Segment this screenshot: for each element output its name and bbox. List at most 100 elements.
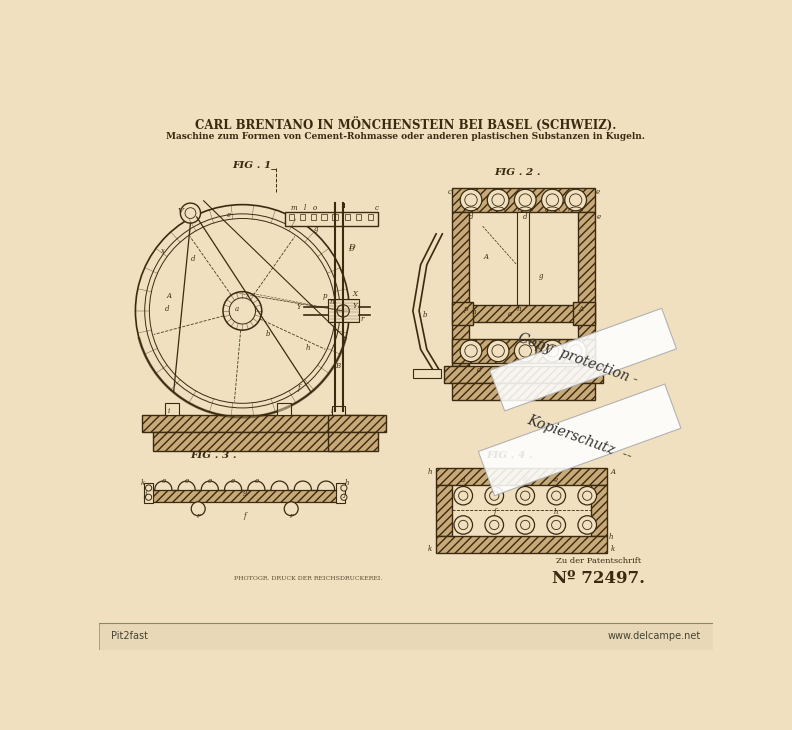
Bar (436, 536, 607, 553)
Circle shape (578, 486, 596, 505)
Text: Zu der Patentschrift: Zu der Patentschrift (556, 557, 642, 565)
Text: c: c (375, 204, 379, 212)
Circle shape (547, 515, 565, 534)
Circle shape (492, 194, 505, 206)
Bar (289, 214, 295, 220)
Bar (322, 214, 327, 220)
Text: m: m (290, 204, 297, 212)
Circle shape (565, 340, 586, 362)
Text: g: g (314, 225, 318, 233)
Text: e: e (554, 476, 558, 484)
Bar (413, 369, 441, 378)
Circle shape (516, 515, 535, 534)
Text: Y: Y (352, 301, 357, 310)
Text: B: B (335, 362, 341, 370)
Text: k: k (611, 545, 615, 553)
Circle shape (569, 194, 582, 206)
Bar (165, 403, 179, 415)
Text: g: g (539, 272, 543, 280)
Circle shape (492, 345, 505, 357)
Text: CARL BRENTANO IN MÖNCHENSTEIN BEI BASEL (SCHWEIZ).: CARL BRENTANO IN MÖNCHENSTEIN BEI BASEL … (195, 117, 617, 132)
Circle shape (519, 345, 531, 357)
Circle shape (146, 494, 152, 500)
Bar (99, 623, 713, 650)
Text: X: X (352, 290, 357, 298)
Circle shape (223, 292, 261, 330)
Text: e: e (492, 476, 497, 484)
Text: e: e (596, 188, 600, 196)
Text: r: r (196, 512, 200, 520)
Text: h: h (554, 508, 558, 516)
Bar (310, 214, 316, 220)
Circle shape (516, 486, 535, 505)
Text: a: a (235, 305, 239, 313)
Text: e: e (185, 477, 188, 485)
Bar (144, 483, 153, 504)
Text: h: h (345, 480, 349, 488)
Circle shape (514, 340, 536, 362)
Text: x: x (161, 247, 165, 255)
Circle shape (485, 515, 504, 534)
Bar (451, 383, 595, 400)
Text: e: e (597, 213, 601, 221)
Text: e: e (208, 477, 212, 485)
Text: j: j (343, 490, 345, 498)
Circle shape (454, 515, 473, 534)
Circle shape (569, 345, 582, 357)
Text: A: A (578, 304, 584, 312)
Text: o: o (313, 204, 318, 212)
Bar (516, 212, 529, 304)
Bar (336, 483, 345, 504)
Text: k: k (140, 480, 144, 488)
Circle shape (487, 189, 509, 211)
Text: h: h (428, 468, 432, 476)
Text: h: h (608, 534, 613, 541)
Text: Kopierschutz  --: Kopierschutz -- (525, 412, 634, 464)
Text: g: g (242, 488, 247, 496)
Bar (285, 212, 378, 226)
Circle shape (191, 502, 205, 515)
Circle shape (460, 189, 482, 211)
Text: e: e (231, 477, 235, 485)
Circle shape (514, 189, 536, 211)
Text: A: A (166, 291, 171, 299)
Bar (469, 304, 578, 322)
Text: Copy  protection -: Copy protection - (516, 331, 640, 387)
Circle shape (520, 520, 530, 529)
Circle shape (146, 485, 152, 491)
Text: b: b (422, 311, 427, 319)
Bar (277, 403, 291, 415)
Text: c: c (447, 188, 451, 196)
Circle shape (487, 340, 509, 362)
Text: Maschine zum Formen von Cement-Rohmasse oder anderen plastischen Substanzen in K: Maschine zum Formen von Cement-Rohmasse … (166, 131, 645, 141)
Circle shape (341, 494, 347, 500)
Circle shape (489, 520, 499, 529)
Text: D: D (348, 245, 354, 253)
Text: r: r (361, 315, 364, 323)
Circle shape (489, 491, 499, 500)
Text: www.delcampe.net: www.delcampe.net (608, 631, 701, 641)
Bar (591, 485, 607, 536)
Text: PHOTOGR. DRUCK DER REICHSDRUCKEREI.: PHOTOGR. DRUCK DER REICHSDRUCKEREI. (234, 577, 383, 581)
Text: d: d (192, 255, 196, 263)
Bar (451, 301, 474, 325)
Bar (328, 299, 359, 323)
Bar (152, 490, 337, 502)
Bar (451, 339, 595, 364)
Circle shape (459, 520, 468, 529)
Circle shape (135, 204, 349, 417)
Circle shape (547, 486, 565, 505)
Circle shape (583, 520, 592, 529)
Bar (332, 406, 345, 415)
Text: FIG . 3 .: FIG . 3 . (190, 451, 237, 460)
Text: FIG . 1_: FIG . 1_ (232, 160, 276, 169)
Bar (328, 415, 386, 431)
Circle shape (551, 520, 561, 529)
Text: A: A (611, 468, 615, 476)
Circle shape (520, 491, 530, 500)
Text: Pit2fast: Pit2fast (111, 631, 147, 641)
Text: l: l (303, 204, 306, 212)
Text: i: i (330, 407, 333, 415)
Text: f: f (493, 508, 496, 516)
Text: b: b (265, 330, 270, 338)
